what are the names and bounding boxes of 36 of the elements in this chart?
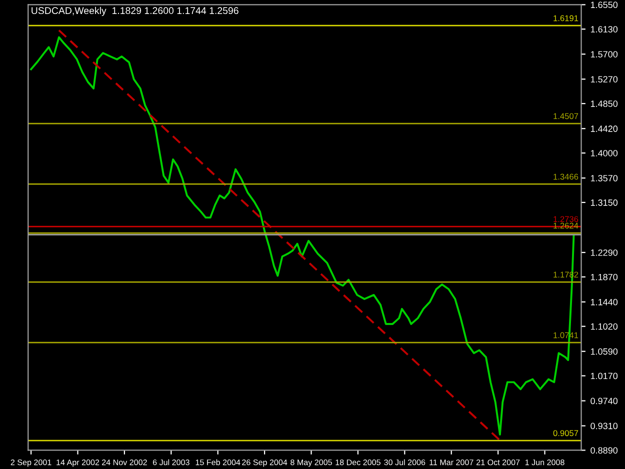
ref-line-label: 1.3466: [554, 174, 578, 180]
y-tick-label: 1.2290: [590, 249, 618, 256]
x-tick-label: 26 Sep 2004: [242, 459, 288, 467]
y-tick-label: 1.6130: [590, 26, 618, 32]
x-tick-label: 11 Mar 2007: [430, 459, 474, 466]
x-tick-label: 15 Feb 2004: [196, 459, 240, 466]
y-tick-label: 1.1870: [590, 274, 618, 280]
y-tick-label: 1.5270: [590, 76, 618, 82]
ref-line-label: 1.4507: [554, 113, 578, 120]
x-tick-label: 24 Nov 2002: [102, 459, 147, 466]
y-tick-label: 1.6550: [590, 2, 618, 8]
ref-line-label: 1.2736: [554, 216, 578, 222]
x-tick-label: 30 Jul 2006: [384, 459, 426, 466]
y-tick-label: 1.0590: [590, 348, 618, 355]
chart-title: USDCAD,Weekly 1.1829 1.2600 1.1744 1.2596: [32, 6, 238, 16]
x-tick-label: 6 Jul 2003: [152, 459, 190, 466]
ref-line-label: 0.9057: [553, 430, 578, 436]
y-tick-label: 1.4420: [590, 126, 618, 132]
x-tick-label: 21 Oct 2007: [476, 459, 520, 466]
y-tick-label: 1.0170: [590, 372, 618, 380]
y-tick-label: 1.1440: [590, 298, 618, 306]
y-tick-label: 1.3150: [590, 199, 618, 206]
y-tick-label: 1.3570: [590, 174, 618, 182]
x-tick-label: 8 May 2005: [290, 459, 332, 467]
y-tick-label: 1.1020: [590, 323, 618, 330]
x-tick-label: 2 Sep 2001: [10, 459, 52, 467]
x-tick-label: 1 Jun 2008: [525, 459, 564, 466]
x-tick-label: 14 Apr 2002: [56, 459, 100, 467]
x-tick-label: 18 Dec 2005: [336, 459, 380, 466]
y-tick-label: 1.4000: [590, 150, 618, 156]
y-tick-label: 1.4850: [590, 100, 618, 107]
ref-line-label: 1.6191: [554, 15, 578, 22]
y-tick-label: 0.9740: [590, 398, 618, 404]
y-tick-label: 0.9310: [590, 422, 618, 430]
y-tick-label: 1.5700: [590, 51, 618, 58]
y-tick-label: 0.8890: [590, 447, 618, 454]
